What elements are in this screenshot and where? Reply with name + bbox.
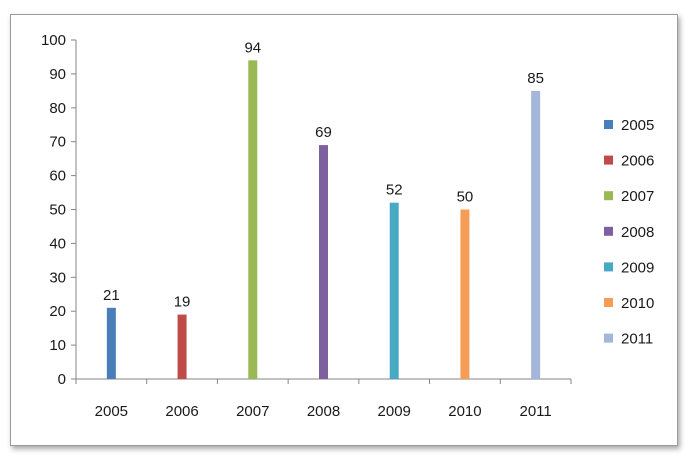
data-label-2006: 19 <box>174 294 191 311</box>
legend-label-2007: 2007 <box>621 188 654 205</box>
bar-2010 <box>460 209 470 379</box>
legend-label-2009: 2009 <box>621 259 654 276</box>
data-label-2005: 21 <box>103 287 120 304</box>
chart-frame: 0 10 20 30 40 50 60 70 80 90 100 2005 2006 2007 2008 20… <box>10 14 678 446</box>
data-label-2009: 52 <box>386 182 403 199</box>
bar-2008 <box>319 145 328 379</box>
y-tick-label: 100 <box>41 32 66 49</box>
y-tick-label: 50 <box>49 202 66 219</box>
chart-data-labels: 21 19 94 69 52 50 85 <box>103 39 544 310</box>
y-tick-label: 40 <box>49 235 66 252</box>
y-tick-label: 70 <box>49 134 66 151</box>
legend-label-2008: 2008 <box>621 224 654 241</box>
bar-2009 <box>389 202 399 379</box>
legend-swatch-2009 <box>604 262 613 272</box>
y-tick-label: 90 <box>49 66 66 83</box>
legend-label-2006: 2006 <box>621 153 654 170</box>
bar-2007 <box>248 60 258 380</box>
legend-label-2010: 2010 <box>621 295 654 312</box>
x-tick-label: 2006 <box>165 403 198 420</box>
data-label-2008: 69 <box>315 124 332 141</box>
legend-swatch-2005 <box>604 120 613 129</box>
y-tick-label: 20 <box>49 303 66 320</box>
y-tick-label: 10 <box>49 337 66 354</box>
chart-axes: 0 10 20 30 40 50 60 70 80 90 100 2005 2006 2007 2008 20… <box>41 32 572 420</box>
x-tick-label: 2011 <box>520 403 552 420</box>
y-tick-label: 60 <box>49 168 66 185</box>
legend-swatch-2010 <box>604 298 613 307</box>
x-tick-label: 2005 <box>95 403 128 420</box>
legend-label-2011: 2011 <box>621 331 653 348</box>
x-tick-label: 2009 <box>378 403 411 420</box>
data-label-2011: 85 <box>527 70 544 87</box>
y-tick-label: 30 <box>49 269 66 286</box>
x-tick-label: 2008 <box>307 403 340 420</box>
bar-2006 <box>177 314 187 379</box>
data-label-2010: 50 <box>457 189 474 206</box>
x-tick-label: 2010 <box>448 403 481 420</box>
x-tick-label: 2007 <box>236 403 269 420</box>
legend-label-2005: 2005 <box>621 117 654 134</box>
chart-legend: 2005 2006 2007 2008 2009 2010 2011 <box>604 117 654 348</box>
legend-swatch-2011 <box>604 333 613 343</box>
legend-swatch-2008 <box>604 226 613 236</box>
bar-2011 <box>531 90 541 379</box>
y-tick-label: 0 <box>58 371 66 388</box>
y-tick-label: 80 <box>49 100 66 117</box>
data-label-2007: 94 <box>244 39 261 56</box>
legend-swatch-2007 <box>604 191 613 201</box>
chart-bars <box>106 60 541 380</box>
bar-2005 <box>106 307 116 379</box>
legend-swatch-2006 <box>604 155 613 165</box>
